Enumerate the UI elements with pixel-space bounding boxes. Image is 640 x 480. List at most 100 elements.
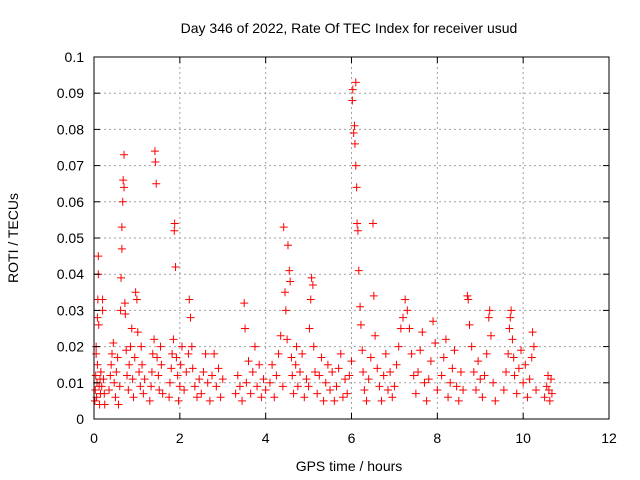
data-point <box>165 378 174 387</box>
data-point <box>123 371 132 380</box>
data-point <box>150 335 159 344</box>
data-point <box>304 382 313 391</box>
data-point <box>100 389 109 398</box>
x-tick-label: 0 <box>90 430 98 446</box>
data-point <box>379 371 388 380</box>
data-point <box>147 367 156 376</box>
data-point <box>174 396 183 405</box>
data-point <box>127 324 136 333</box>
data-point <box>212 382 221 391</box>
data-point <box>165 393 174 402</box>
data-point <box>112 367 121 376</box>
data-point <box>279 223 288 232</box>
data-point <box>152 179 161 188</box>
data-point <box>171 262 180 271</box>
x-tick-label: 6 <box>348 430 356 446</box>
data-point <box>407 349 416 358</box>
data-point <box>117 244 126 253</box>
data-point <box>292 342 301 351</box>
data-point <box>106 371 115 380</box>
data-point <box>268 360 277 369</box>
y-tick-label: 0.03 <box>57 302 84 318</box>
data-point <box>356 302 365 311</box>
data-point <box>128 375 137 384</box>
data-point <box>348 96 357 105</box>
data-point <box>298 349 307 358</box>
data-point <box>317 353 326 362</box>
data-point <box>91 371 100 380</box>
data-point <box>532 386 541 395</box>
data-point <box>90 396 99 405</box>
data-point <box>467 342 476 351</box>
data-point <box>105 386 114 395</box>
data-point <box>377 396 386 405</box>
data-point <box>422 396 431 405</box>
data-point <box>347 357 356 366</box>
data-point <box>147 382 156 391</box>
data-point <box>137 342 146 351</box>
data-point <box>517 346 526 355</box>
data-point <box>199 367 208 376</box>
data-point <box>177 342 186 351</box>
data-point <box>394 342 403 351</box>
x-tick-label: 10 <box>515 430 531 446</box>
data-point <box>545 396 554 405</box>
data-point <box>94 252 103 261</box>
data-point <box>170 219 179 228</box>
data-point <box>323 360 332 369</box>
data-point <box>418 328 427 337</box>
x-tick-label: 4 <box>262 430 270 446</box>
data-point <box>336 349 345 358</box>
data-point <box>409 371 418 380</box>
data-point <box>328 367 337 376</box>
y-tick-label: 0.09 <box>57 85 84 101</box>
y-axis-ticks: 0 0.01 0.02 0.03 0.04 0.05 0.06 0.07 0.08 0.09 0.1 <box>57 49 609 427</box>
data-point <box>114 400 123 409</box>
data-point <box>332 382 341 391</box>
data-point <box>280 288 289 297</box>
data-point <box>386 367 395 376</box>
data-point <box>356 320 365 329</box>
data-point <box>170 226 179 235</box>
data-point <box>308 281 317 290</box>
x-tick-label: 2 <box>176 430 184 446</box>
data-point <box>429 317 438 326</box>
data-point <box>115 382 124 391</box>
data-point <box>469 367 478 376</box>
data-point <box>504 349 513 358</box>
data-point <box>274 349 283 358</box>
data-point <box>93 313 102 322</box>
y-tick-label: 0.1 <box>65 49 85 65</box>
data-point <box>283 335 292 344</box>
data-point <box>439 353 448 362</box>
data-point <box>508 335 517 344</box>
data-point <box>250 342 259 351</box>
y-tick-label: 0.04 <box>57 266 84 282</box>
data-point <box>364 375 373 384</box>
data-point <box>261 386 270 395</box>
data-point <box>107 360 116 369</box>
data-point <box>485 306 494 315</box>
data-point <box>349 129 358 138</box>
data-point <box>120 150 129 159</box>
data-point <box>341 375 350 384</box>
data-point <box>444 393 453 402</box>
data-point <box>362 396 371 405</box>
y-tick-label: 0.05 <box>57 230 84 246</box>
data-point <box>401 295 410 304</box>
data-point <box>480 371 489 380</box>
data-point <box>122 346 131 355</box>
data-point <box>420 378 429 387</box>
data-point <box>330 396 339 405</box>
data-point <box>390 382 399 391</box>
data-point <box>375 382 384 391</box>
data-point <box>441 335 450 344</box>
data-point <box>193 393 201 402</box>
data-point <box>135 367 144 376</box>
data-point <box>116 306 125 315</box>
data-point <box>233 371 242 380</box>
data-point <box>424 375 433 384</box>
data-point <box>351 161 360 170</box>
data-point <box>190 382 199 391</box>
